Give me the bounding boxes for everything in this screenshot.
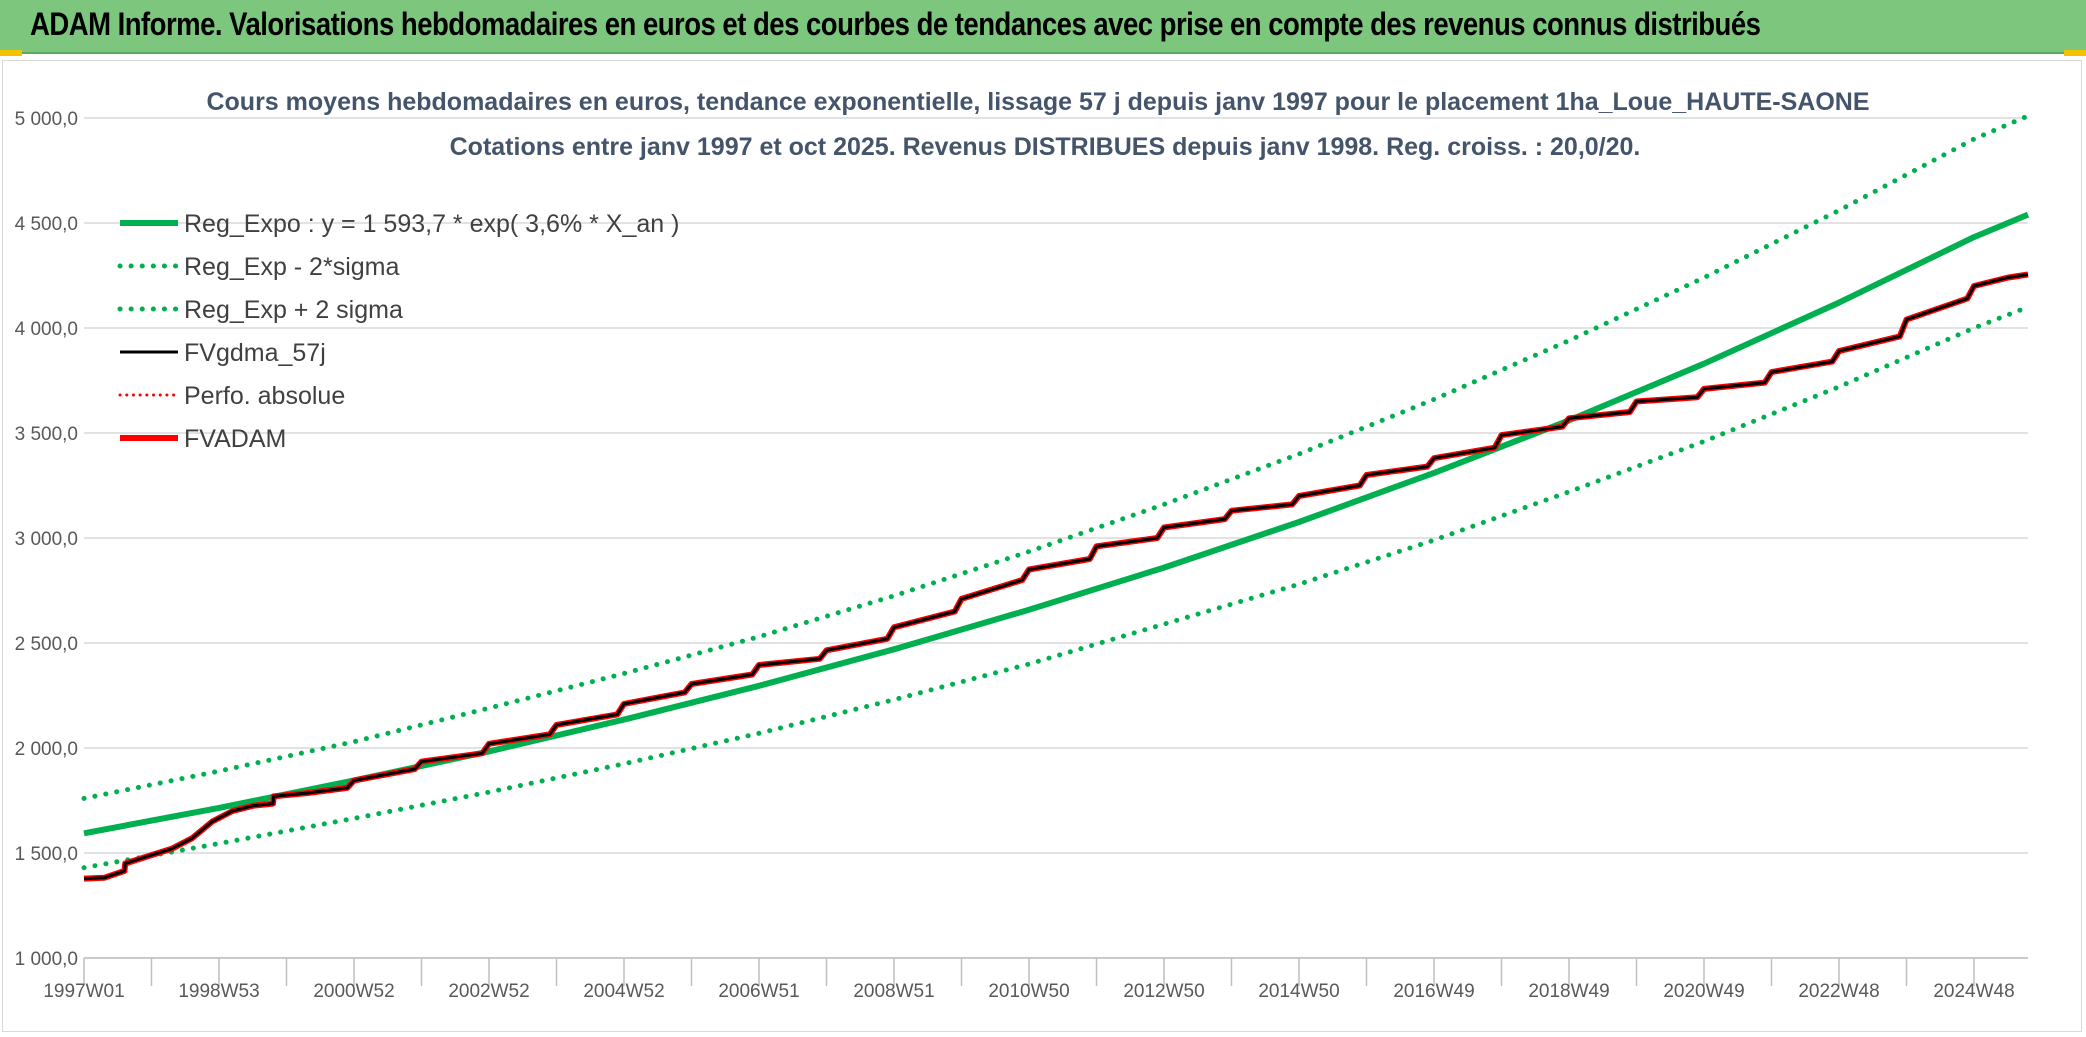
x-tick-label: 2004W52	[583, 981, 664, 1002]
corner-marker-left	[0, 50, 22, 56]
header-banner: ADAM Informe. Valorisations hebdomadaire…	[0, 0, 2086, 54]
corner-marker-right	[2064, 50, 2086, 56]
legend-label-3: FVgdma_57j	[184, 339, 326, 367]
series-line-2	[81, 113, 2031, 801]
chart-area	[2, 60, 2082, 1032]
x-tick-label: 2002W52	[448, 981, 529, 1002]
x-tick-label: 2000W52	[313, 981, 394, 1002]
series-line-5	[83, 271, 2029, 882]
x-tick-label: 2024W48	[1933, 981, 2014, 1002]
x-tick-label: 1998W53	[178, 981, 259, 1002]
y-tick-label: 1 500,0	[15, 844, 78, 865]
chart-title-line-1: Cours moyens hebdomadaires en euros, ten…	[206, 88, 1869, 116]
x-tick-label: 2022W48	[1798, 981, 1879, 1002]
legend-label-4: Perfo. absolue	[184, 382, 345, 410]
x-tick-label: 2006W51	[718, 981, 799, 1002]
x-tick-label: 1997W01	[43, 981, 124, 1002]
series-line-3	[83, 273, 2029, 881]
gridlines	[84, 117, 2028, 959]
y-tick-label: 4 000,0	[15, 319, 78, 340]
legend-label-2: Reg_Exp + 2 sigma	[184, 296, 403, 324]
x-tick-label: 2012W50	[1123, 981, 1204, 1002]
chart-title-line-2: Cotations entre janv 1997 et oct 2025. R…	[450, 133, 1641, 161]
legend-label-0: Reg_Expo : y = 1 593,7 * exp( 3,6% * X_a…	[184, 210, 679, 238]
x-tick-label: 2020W49	[1663, 981, 1744, 1002]
x-tick-label: 2016W49	[1393, 981, 1474, 1002]
legend-label-1: Reg_Exp - 2*sigma	[184, 253, 399, 281]
banner-title: ADAM Informe. Valorisations hebdomadaire…	[30, 6, 1761, 42]
series-line-1	[81, 304, 2031, 871]
axes: 1 000,0 1 500,0 2 000,0 2 500,0 3 000,0 3 500…	[15, 109, 2028, 1002]
y-tick-label: 4 500,0	[15, 214, 78, 235]
x-tick-label: 2008W51	[853, 981, 934, 1002]
x-tick-label: 2010W50	[988, 981, 1069, 1002]
y-tick-label: 5 000,0	[15, 109, 78, 130]
y-tick-label: 2 000,0	[15, 739, 78, 760]
legend: Reg_Expo : y = 1 593,7 * exp( 3,6% * X_a…	[117, 210, 679, 453]
y-tick-label: 2 500,0	[15, 634, 78, 655]
y-tick-label: 1 000,0	[15, 949, 78, 970]
y-tick-label: 3 000,0	[15, 529, 78, 550]
legend-label-5: FVADAM	[184, 425, 286, 453]
x-tick-label: 2014W50	[1258, 981, 1339, 1002]
series-lines	[81, 113, 2031, 882]
x-tick-label: 2018W49	[1528, 981, 1609, 1002]
y-tick-label: 3 500,0	[15, 424, 78, 445]
